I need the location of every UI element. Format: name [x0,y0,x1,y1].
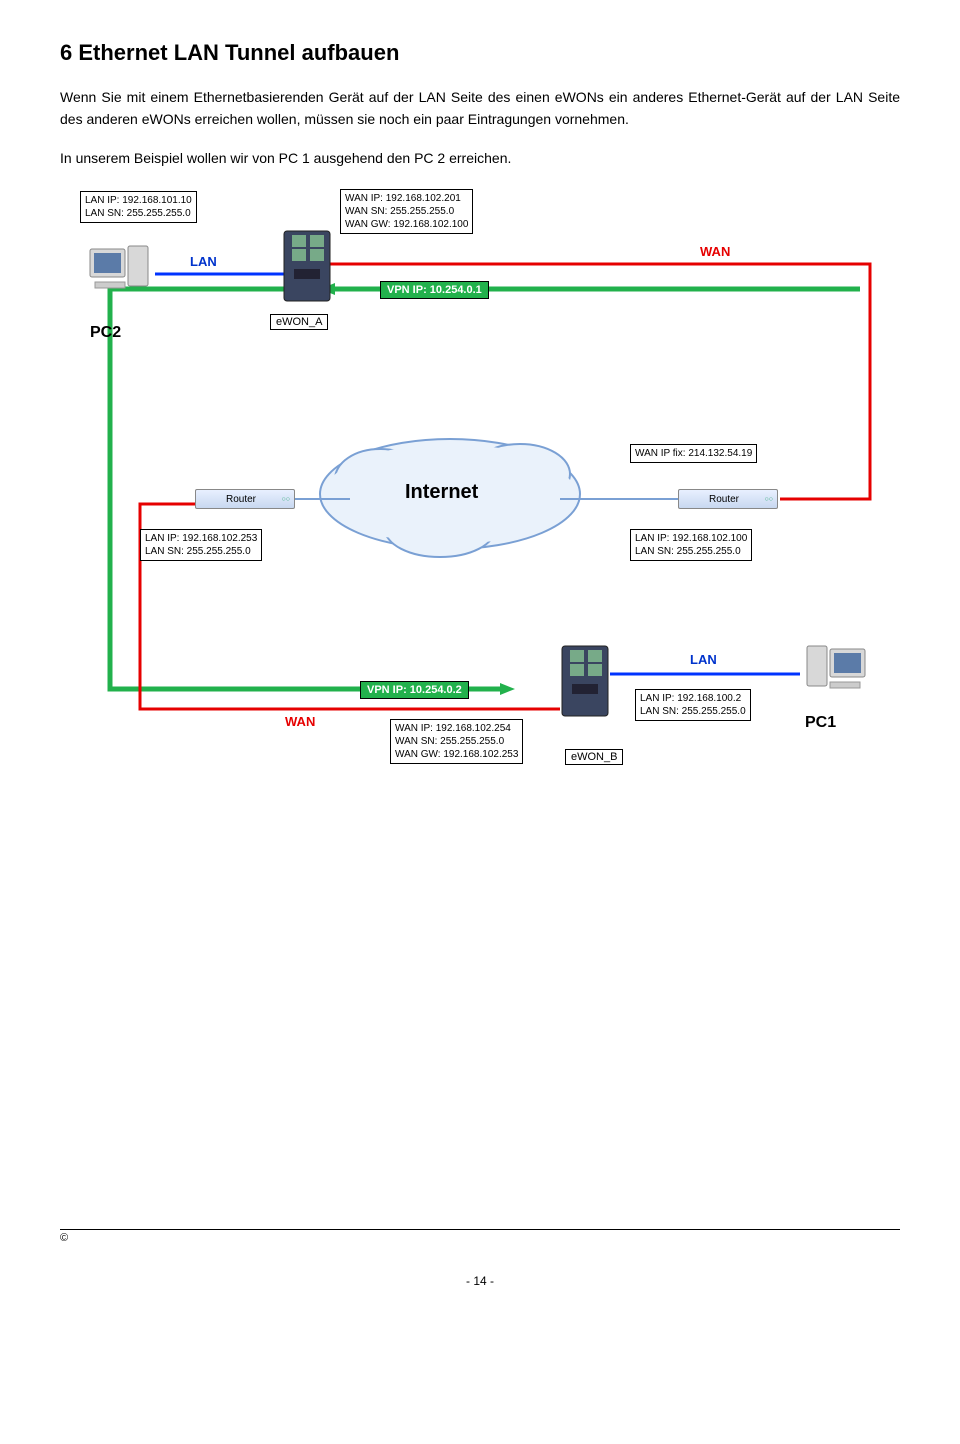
vpn-ip-b: VPN IP: 10.254.0.2 [360,681,469,699]
ewon-a-icon [282,229,332,304]
ewon-a-label: eWON_A [270,314,328,330]
paragraph-1: Wenn Sie mit einem Ethernetbasierenden G… [60,86,900,131]
internet-label: Internet [405,481,478,504]
router-right: Router [678,489,778,509]
pc1-text: PC1 [805,714,836,732]
network-diagram: Router Router LAN IP: 192.168.101.10 LAN… [60,189,900,849]
ewon-a-wan-info: WAN IP: 192.168.102.201 WAN SN: 255.255.… [340,189,473,234]
ewon-b-wan-info: WAN IP: 192.168.102.254 WAN SN: 255.255.… [390,719,523,764]
router-right-wan-info: WAN IP fix: 214.132.54.19 [630,444,757,463]
router-right-lan-info: LAN IP: 192.168.102.100 LAN SN: 255.255.… [630,529,752,561]
vpn-ip-a: VPN IP: 10.254.0.1 [380,281,489,299]
page-number: - 14 - [60,1274,900,1288]
router-left: Router [195,489,295,509]
ewon-b-lan-info: LAN IP: 192.168.100.2 LAN SN: 255.255.25… [635,689,751,721]
pc2-icon [85,244,155,304]
ewon-b-label: eWON_B [565,749,623,765]
wan-label-bottom: WAN [285,714,315,729]
lan-label-top: LAN [190,254,217,269]
pc2-text: PC2 [90,324,121,342]
ewon-b-icon [560,644,610,719]
lan-label-bottom: LAN [690,652,717,667]
wan-label-top: WAN [700,244,730,259]
router-left-info: LAN IP: 192.168.102.253 LAN SN: 255.255.… [140,529,262,561]
footer-copyright: © [60,1229,900,1244]
pc1-icon [800,644,870,704]
paragraph-2: In unserem Beispiel wollen wir von PC 1 … [60,147,900,169]
section-heading: 6 Ethernet LAN Tunnel aufbauen [60,40,900,66]
pc2-info: LAN IP: 192.168.101.10 LAN SN: 255.255.2… [80,191,197,223]
